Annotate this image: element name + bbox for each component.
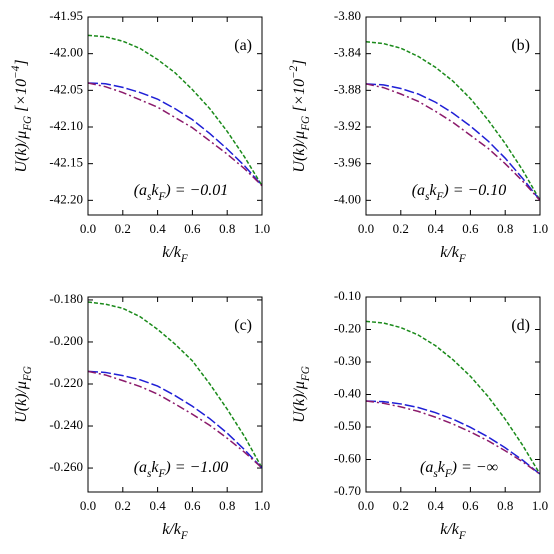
y-tick-label: -3.84: [334, 45, 362, 60]
x-tick-label: 0.8: [219, 221, 235, 236]
y-axis-label: U(k)/μFG [×10−2]: [288, 59, 312, 172]
panel-label: (a): [234, 37, 252, 54]
frame: [365, 16, 541, 216]
y-tick-label: -42.00: [49, 45, 83, 60]
y-tick-label: -0.180: [49, 291, 83, 306]
y-tick-label: -41.95: [49, 8, 83, 23]
y-tick-label: -0.30: [334, 353, 361, 368]
x-tick-label: 0.0: [358, 498, 374, 513]
curve: [366, 400, 540, 475]
curve: [88, 34, 262, 187]
panel: -0.180 -0.200 -0.220 -0.240 -0.260 0.0 0.2 0.4 0…: [13, 291, 270, 542]
x-tick-label: 0.2: [115, 498, 131, 513]
y-tick-label: -42.15: [49, 155, 83, 170]
annotation: (askF) = −∞: [420, 459, 498, 480]
x-tick-label: 1.0: [532, 498, 548, 513]
y-tick-label: -0.20: [334, 320, 361, 335]
y-tick-label: -0.40: [334, 385, 361, 400]
x-tick-label: 0.8: [497, 221, 513, 236]
curve: [366, 83, 540, 201]
plot-area: [88, 301, 262, 469]
y-tick-label: -42.20: [49, 191, 83, 206]
x-tick-label: 0.2: [393, 498, 409, 513]
plot-area: [366, 41, 540, 201]
panel: -3.80 -3.84 -3.88 -3.92 -3.96 -4.00 0.0 0.2 0.4 0…: [288, 8, 549, 265]
curve: [88, 370, 262, 469]
y-tick-label: -3.80: [334, 8, 361, 23]
frame: [87, 16, 263, 216]
x-tick-label: 0.8: [219, 498, 235, 513]
plot-area: [366, 320, 540, 475]
x-tick-label: 0.4: [427, 221, 444, 236]
x-axis-label: k/kF: [440, 521, 466, 542]
panel-label: (c): [234, 317, 252, 334]
x-tick-label: 0.2: [393, 221, 409, 236]
x-tick-label: 0.6: [184, 498, 201, 513]
x-axis-label: k/kF: [440, 244, 466, 265]
curve: [88, 370, 262, 469]
curve: [88, 82, 262, 187]
x-tick-label: 0.4: [149, 498, 166, 513]
y-axis-label: U(k)/μFG [×10−4]: [10, 59, 34, 172]
y-tick-label: -0.70: [334, 483, 361, 498]
annotation: (askF) = −1.00: [134, 459, 229, 480]
y-tick-label: -42.05: [49, 81, 83, 96]
y-tick-label: -0.60: [334, 450, 361, 465]
x-tick-label: 0.4: [427, 498, 444, 513]
y-tick-label: -0.200: [49, 333, 83, 348]
curve: [88, 301, 262, 469]
x-tick-label: 0.0: [358, 221, 374, 236]
curve: [366, 400, 540, 475]
y-tick-label: -0.220: [49, 375, 83, 390]
frame: [87, 296, 263, 493]
y-tick-label: -0.240: [49, 417, 83, 432]
y-tick-label: -42.10: [49, 118, 83, 133]
x-tick-label: 0.6: [462, 498, 479, 513]
x-tick-label: 1.0: [254, 498, 270, 513]
annotation: (askF) = −0.10: [412, 182, 507, 203]
plot-area: [88, 34, 262, 187]
panel: -0.10 -0.20 -0.30 -0.40 -0.50 -0.60 -0.700.0 0.…: [291, 288, 548, 542]
y-axis-label: U(k)/μFG: [13, 366, 34, 423]
x-tick-label: 1.0: [254, 221, 270, 236]
annotation: (askF) = −0.01: [134, 182, 229, 203]
panel-label: (b): [511, 37, 530, 54]
y-tick-label: -3.92: [334, 118, 361, 133]
x-tick-label: 0.6: [184, 221, 201, 236]
x-tick-label: 0.0: [80, 498, 96, 513]
curve: [88, 82, 262, 187]
x-tick-label: 0.2: [115, 221, 131, 236]
y-tick-label: -0.10: [334, 288, 361, 303]
y-tick-label: -3.96: [334, 155, 362, 170]
y-tick-label: -0.50: [334, 418, 361, 433]
x-tick-label: 0.8: [497, 498, 513, 513]
y-tick-label: -4.00: [334, 191, 361, 206]
x-axis-label: k/kF: [162, 244, 188, 265]
y-axis-label: U(k)/μFG: [291, 366, 312, 423]
x-tick-label: 0.0: [80, 221, 96, 236]
x-tick-label: 0.4: [149, 221, 166, 236]
y-tick-label: -3.88: [334, 81, 361, 96]
x-tick-label: 1.0: [532, 221, 548, 236]
y-tick-label: -0.260: [49, 459, 83, 474]
frame: [365, 296, 541, 493]
panel: -41.95 -42.00 -42.05 -42.10 -42.15 -42.20 0.0 0…: [10, 8, 271, 265]
panel-label: (d): [511, 317, 530, 334]
curve: [366, 41, 540, 201]
x-tick-label: 0.6: [462, 221, 479, 236]
curve: [366, 320, 540, 475]
x-axis-label: k/kF: [162, 521, 188, 542]
